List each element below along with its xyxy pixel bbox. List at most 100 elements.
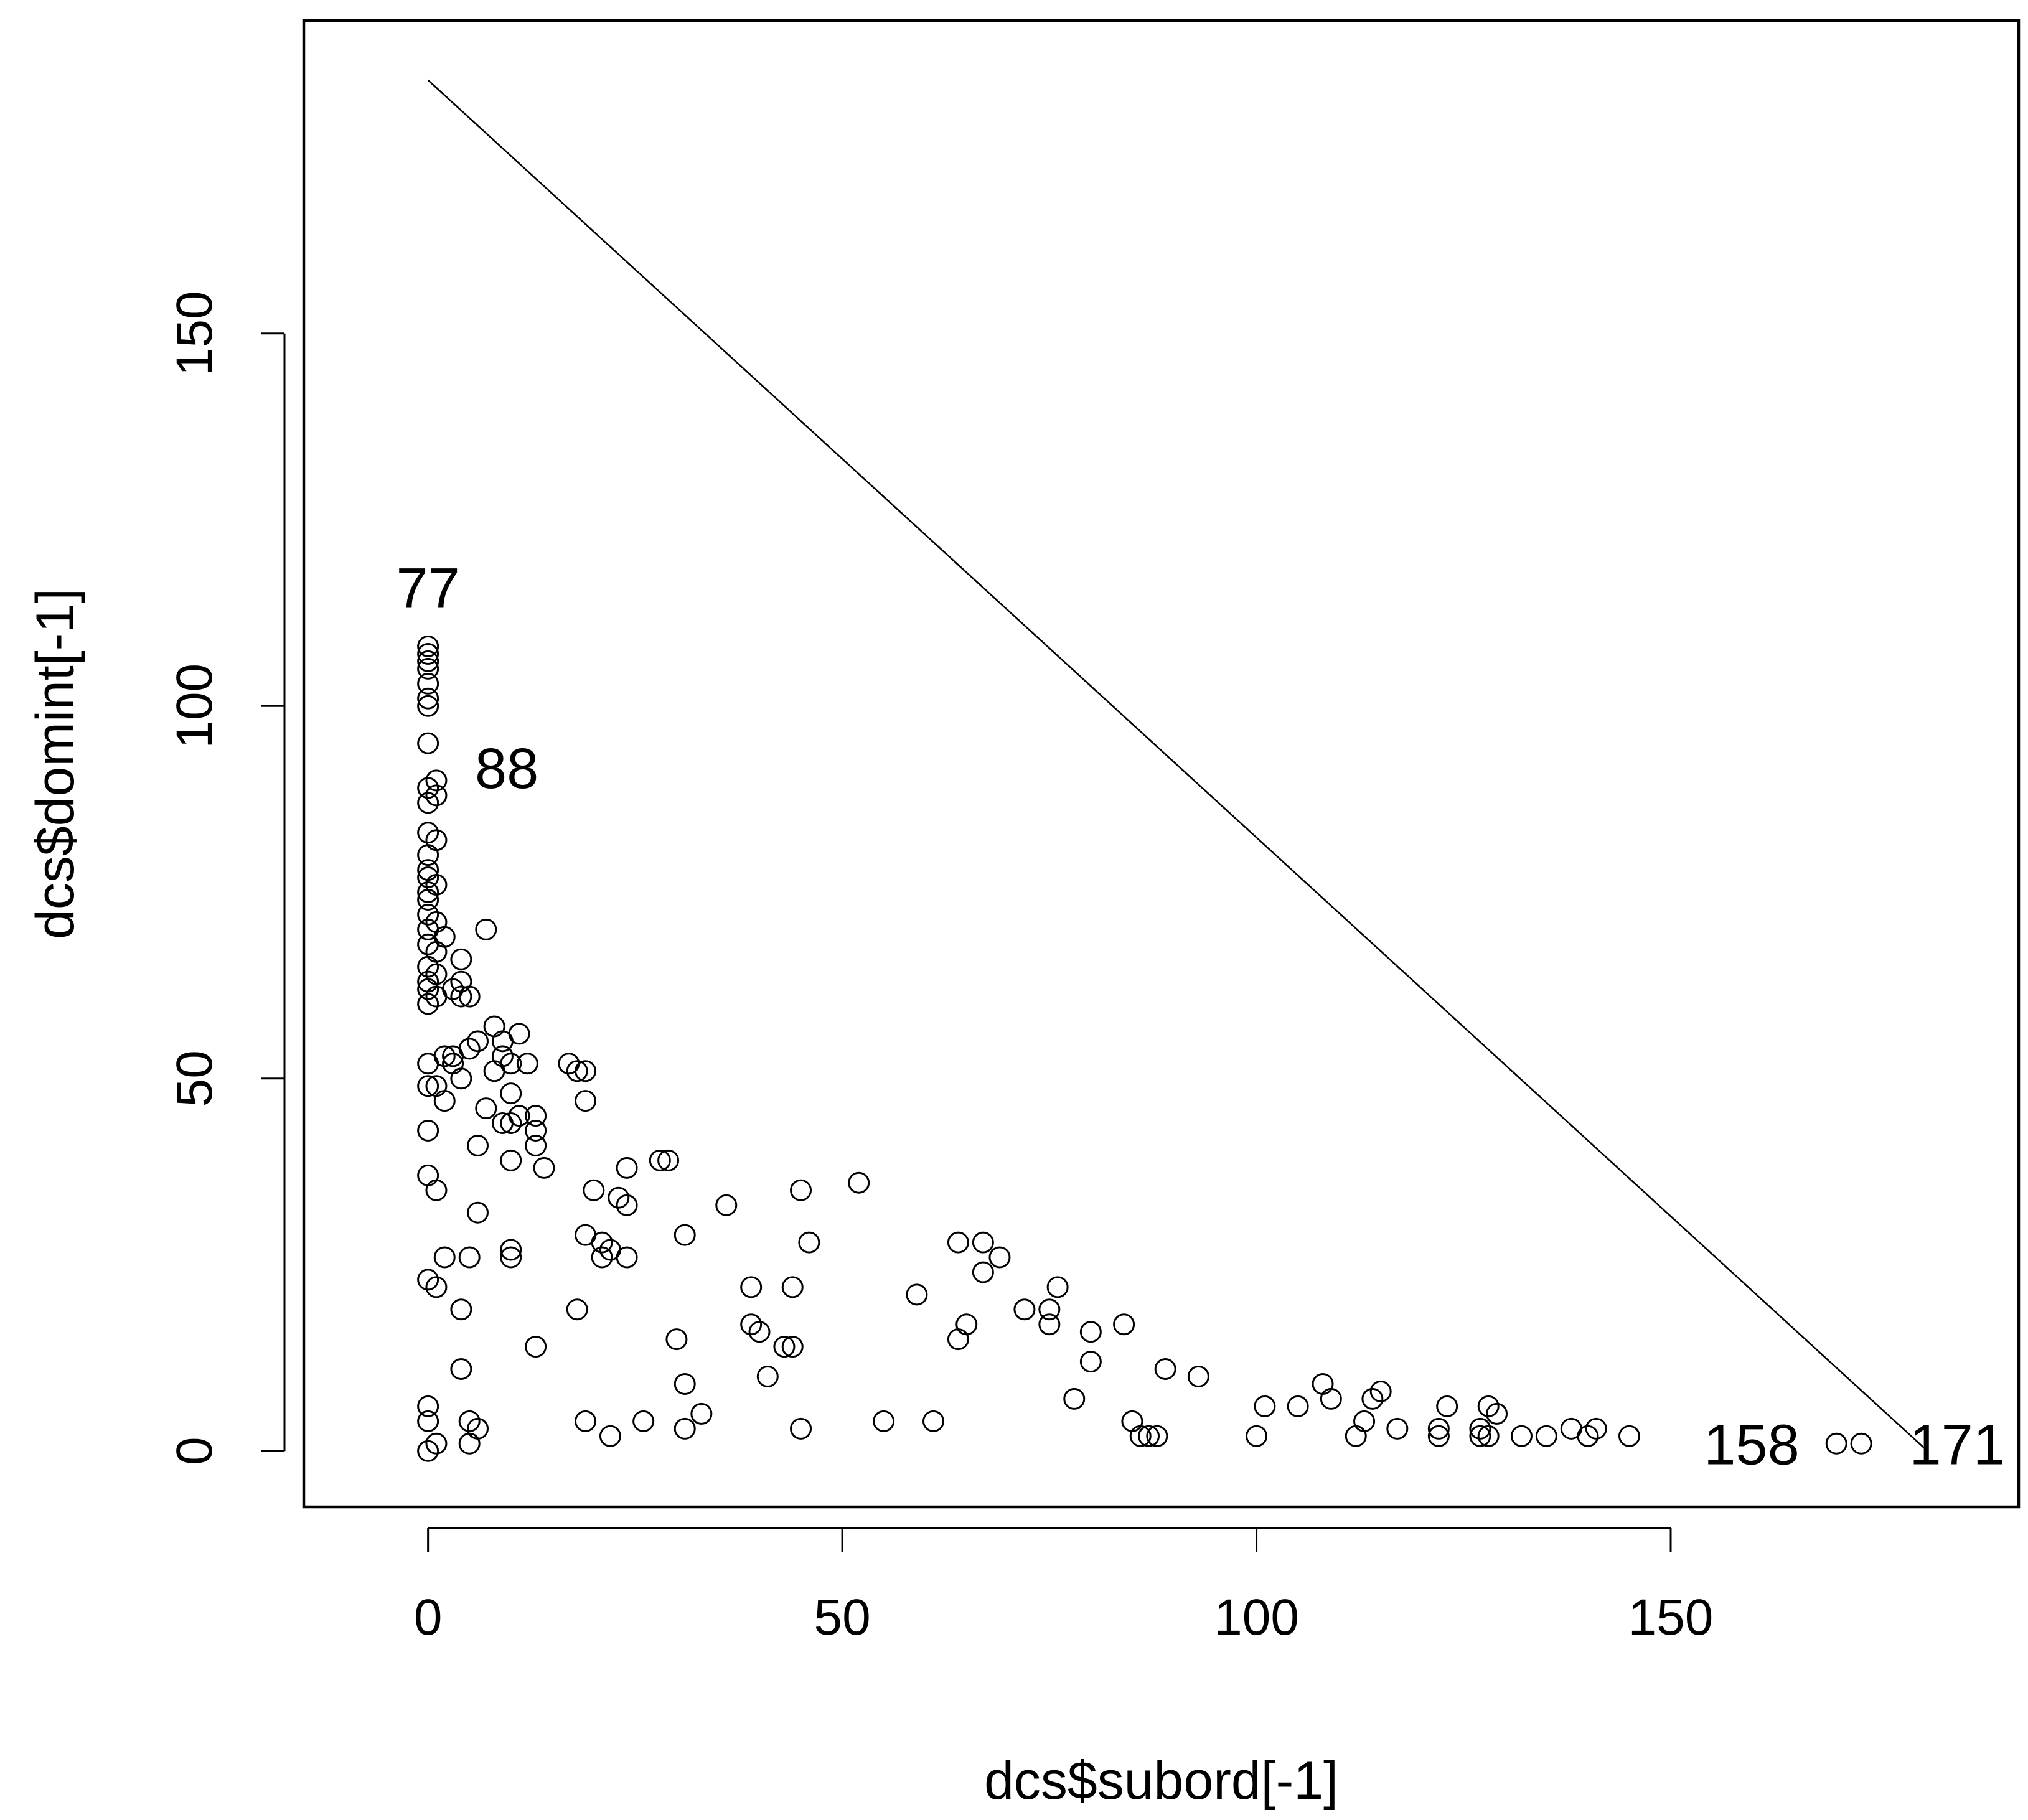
data-point bbox=[466, 1201, 489, 1224]
x-tick-label: 0 bbox=[414, 1589, 443, 1646]
data-point bbox=[442, 1045, 464, 1067]
data-point bbox=[417, 792, 439, 814]
data-point bbox=[475, 918, 497, 940]
y-axis: 0 50 100 150 bbox=[166, 291, 286, 1465]
data-point bbox=[649, 1149, 671, 1171]
data-point bbox=[748, 1321, 771, 1343]
data-point bbox=[616, 1246, 638, 1269]
data-point bbox=[1469, 1425, 1491, 1447]
data-point bbox=[955, 1313, 978, 1336]
data-point bbox=[417, 732, 439, 754]
data-point bbox=[1386, 1417, 1409, 1440]
data-point bbox=[417, 933, 439, 955]
data-point bbox=[525, 1336, 547, 1358]
data-point bbox=[417, 844, 439, 866]
data-point bbox=[425, 784, 448, 807]
plot-frame bbox=[302, 19, 2021, 1509]
data-point bbox=[491, 1030, 514, 1053]
data-point bbox=[417, 1053, 439, 1075]
data-point bbox=[466, 1030, 489, 1053]
data-point bbox=[591, 1231, 613, 1254]
data-point bbox=[1361, 1387, 1384, 1410]
data-point bbox=[417, 687, 439, 710]
data-point bbox=[947, 1231, 969, 1254]
data-point bbox=[1246, 1425, 1268, 1447]
y-tick-label: 0 bbox=[166, 1437, 223, 1465]
y-tick-label: 50 bbox=[166, 1050, 223, 1107]
data-point bbox=[657, 1149, 680, 1171]
data-point bbox=[417, 650, 439, 672]
data-point bbox=[417, 777, 439, 799]
points-layer bbox=[417, 635, 1872, 1462]
data-point bbox=[1254, 1395, 1276, 1417]
data-point bbox=[674, 1372, 696, 1395]
data-point bbox=[417, 955, 439, 978]
data-point bbox=[425, 769, 448, 792]
data-point bbox=[450, 1358, 472, 1381]
data-point bbox=[417, 993, 439, 1015]
data-point bbox=[475, 1097, 497, 1120]
data-point bbox=[1320, 1387, 1342, 1410]
data-point bbox=[458, 1246, 481, 1269]
data-point bbox=[1129, 1425, 1152, 1447]
data-point bbox=[715, 1194, 738, 1216]
data-point bbox=[1850, 1432, 1872, 1455]
data-point bbox=[1013, 1298, 1036, 1321]
data-point bbox=[575, 1060, 597, 1082]
data-point bbox=[1427, 1417, 1450, 1440]
data-point bbox=[1486, 1402, 1508, 1425]
data-point bbox=[1510, 1425, 1533, 1447]
data-point bbox=[1577, 1425, 1599, 1447]
point-label: 158 bbox=[1704, 1413, 1800, 1476]
data-point bbox=[1046, 1276, 1069, 1298]
data-point bbox=[972, 1261, 994, 1283]
point-label: 88 bbox=[475, 737, 538, 800]
data-point bbox=[1345, 1425, 1367, 1447]
data-point bbox=[483, 1060, 505, 1082]
data-point bbox=[1618, 1425, 1640, 1447]
data-point bbox=[674, 1417, 696, 1440]
point-label: 77 bbox=[396, 556, 459, 620]
data-point bbox=[632, 1410, 655, 1432]
data-point bbox=[533, 1156, 555, 1179]
x-tick-label: 50 bbox=[814, 1589, 870, 1646]
data-point bbox=[1113, 1313, 1135, 1336]
data-point bbox=[773, 1336, 796, 1358]
data-point bbox=[417, 822, 439, 844]
data-point bbox=[583, 1179, 605, 1201]
data-point bbox=[756, 1366, 779, 1388]
data-point bbox=[674, 1224, 696, 1246]
data-point bbox=[458, 985, 481, 1008]
data-point bbox=[417, 672, 439, 695]
data-point bbox=[616, 1194, 638, 1216]
y-axis-title: dcs$domint[-1] bbox=[26, 588, 85, 939]
data-point bbox=[516, 1053, 538, 1075]
data-point bbox=[1825, 1432, 1847, 1455]
data-point bbox=[450, 985, 472, 1008]
data-point bbox=[525, 1134, 547, 1156]
data-point bbox=[417, 635, 439, 657]
data-point bbox=[1079, 1321, 1102, 1343]
data-point bbox=[665, 1328, 688, 1351]
data-point bbox=[417, 1410, 439, 1432]
data-point bbox=[1154, 1358, 1176, 1381]
data-point bbox=[433, 1090, 456, 1112]
y-tick-label: 150 bbox=[166, 291, 223, 376]
x-tick-label: 150 bbox=[1628, 1589, 1714, 1646]
data-point bbox=[1146, 1425, 1168, 1447]
data-point bbox=[458, 1410, 481, 1432]
data-point bbox=[740, 1313, 763, 1336]
data-point bbox=[425, 1276, 448, 1298]
data-point bbox=[450, 948, 472, 970]
data-point bbox=[1585, 1417, 1607, 1440]
data-point bbox=[690, 1402, 713, 1425]
x-axis: 0 50 100 150 bbox=[414, 1527, 1714, 1646]
data-point bbox=[491, 1112, 514, 1135]
data-point bbox=[417, 695, 439, 717]
data-point bbox=[848, 1171, 870, 1194]
data-point bbox=[781, 1336, 804, 1358]
data-point bbox=[1063, 1387, 1086, 1410]
data-point bbox=[433, 1246, 456, 1269]
data-point bbox=[417, 903, 439, 926]
